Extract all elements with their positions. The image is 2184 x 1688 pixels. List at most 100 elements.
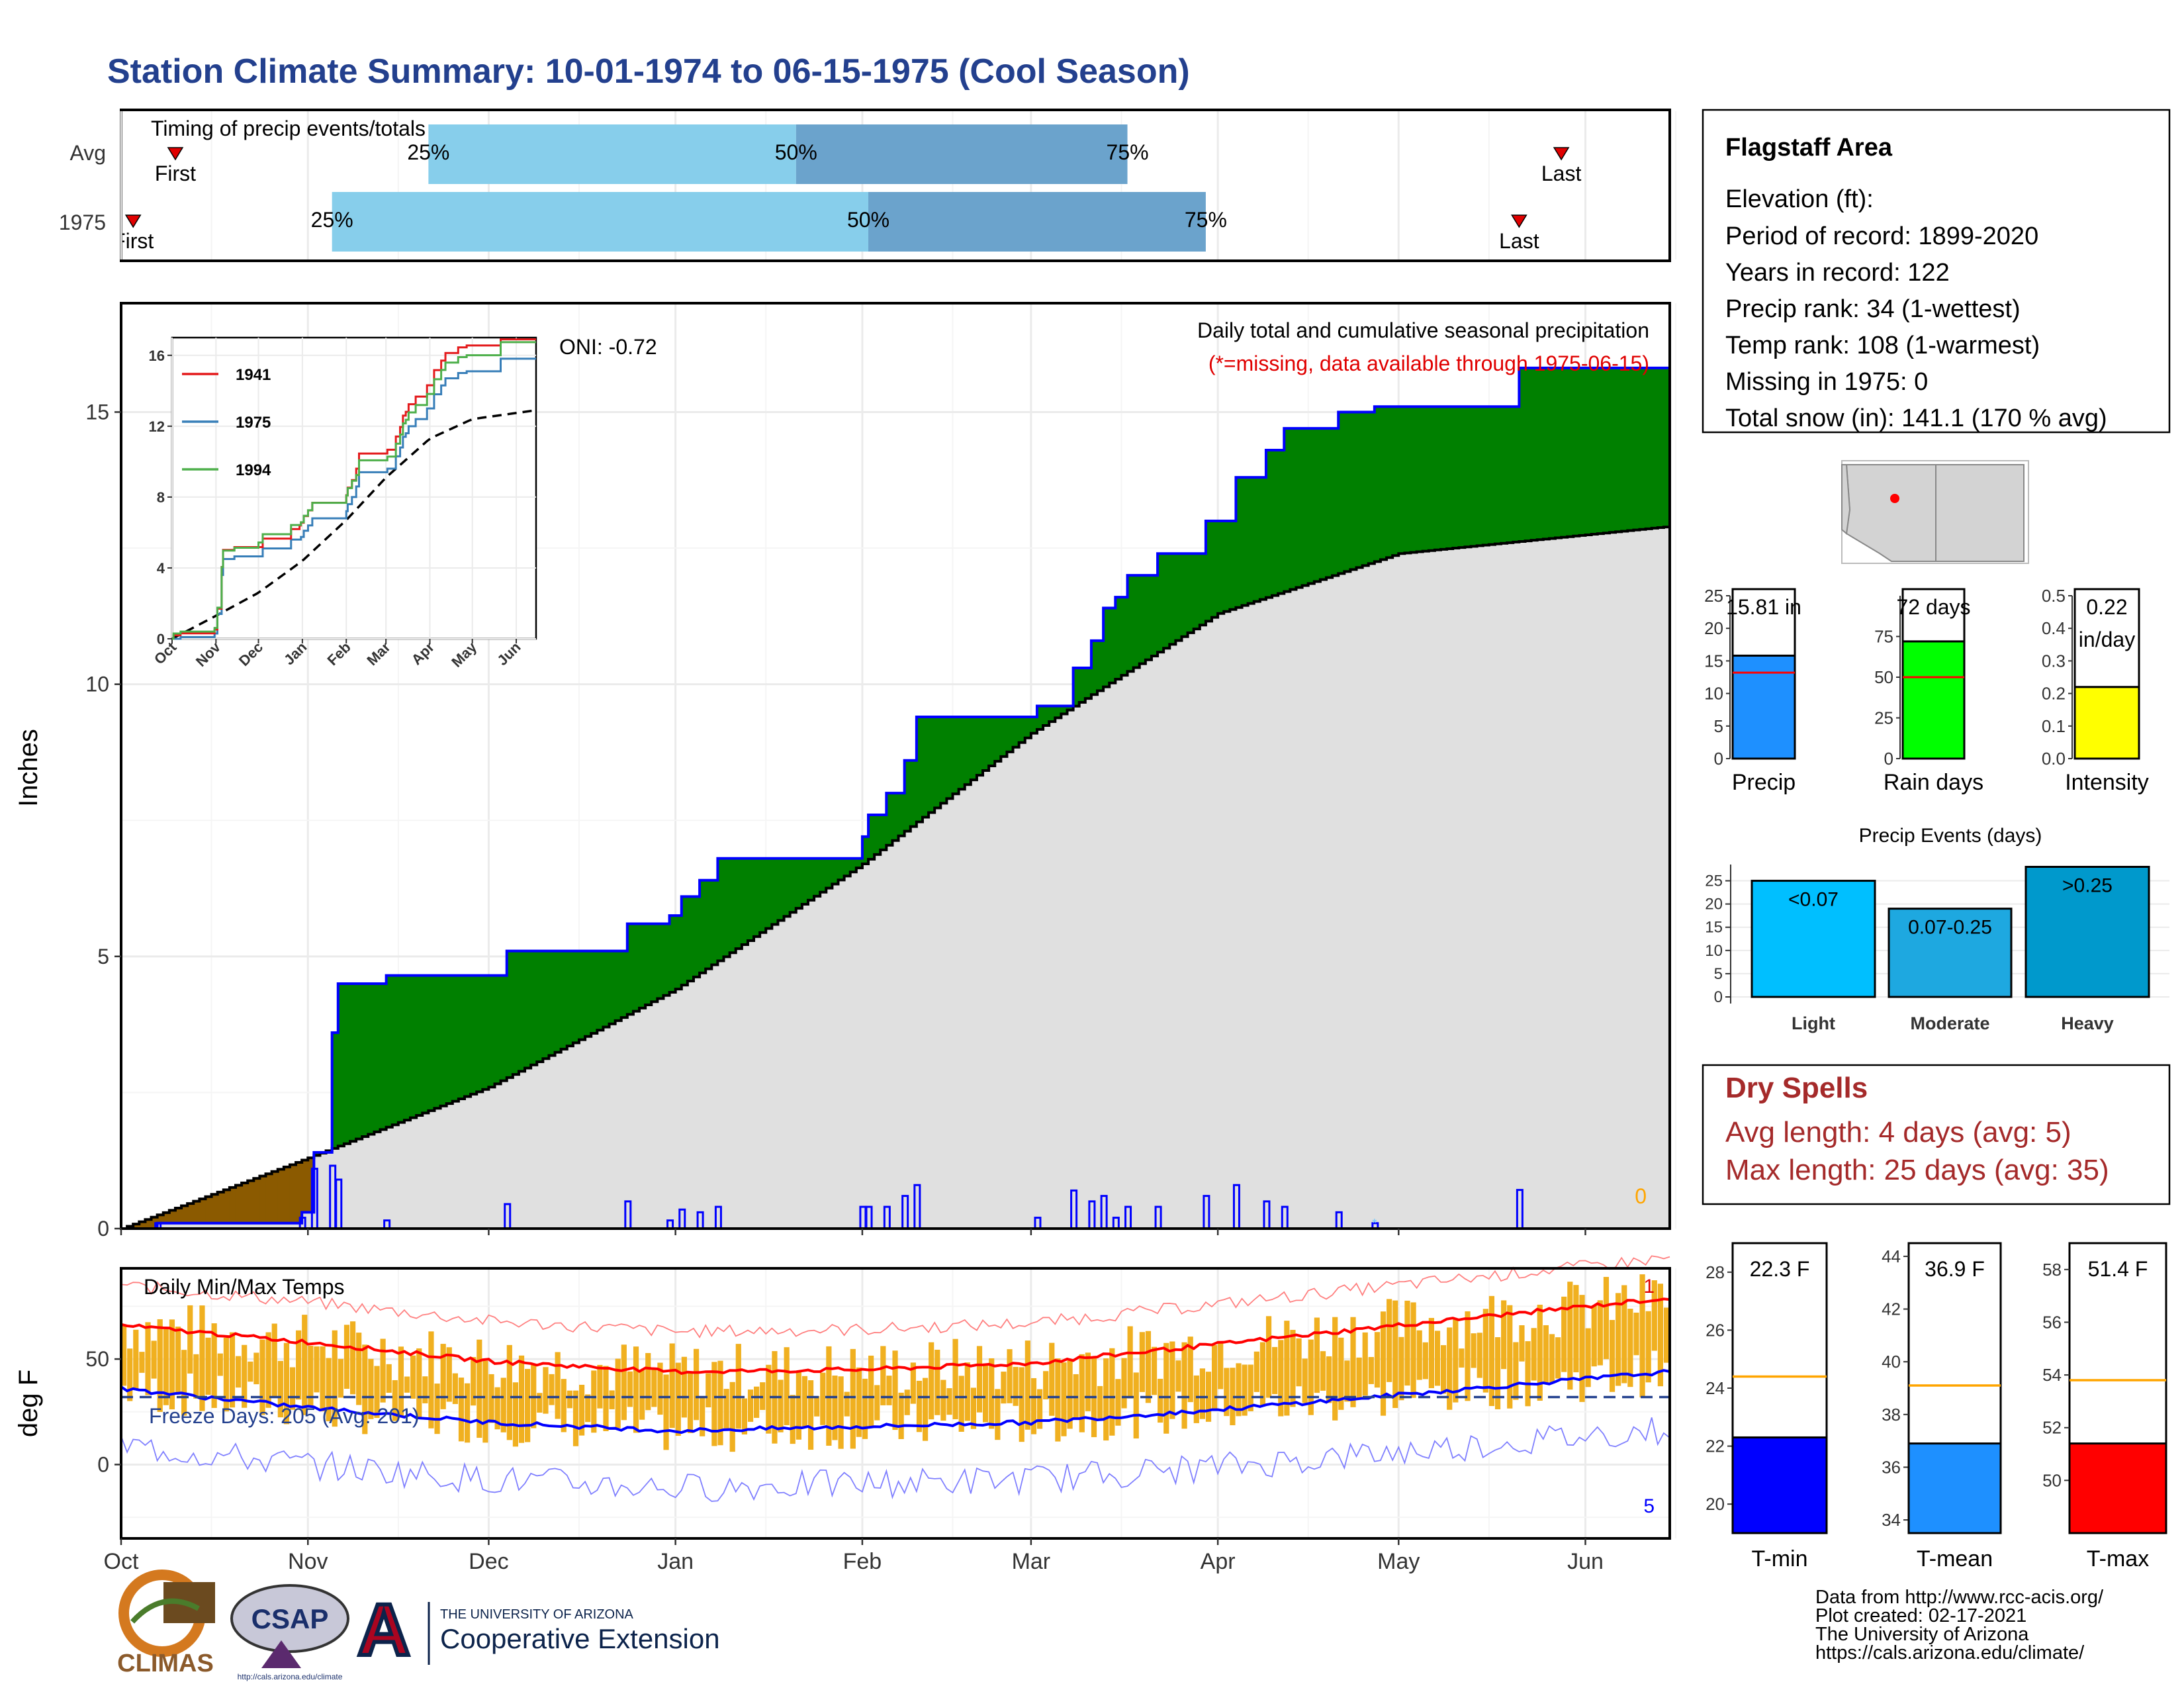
ua-letter: A	[357, 1589, 410, 1671]
daily-temp-bar	[1537, 1304, 1543, 1401]
daily-temp-bar	[145, 1322, 151, 1395]
daily-temp-bar	[1139, 1332, 1145, 1392]
mini-value-label: 0.22	[2086, 595, 2127, 619]
daily-temp-bar	[723, 1389, 729, 1429]
surplus-segment	[754, 858, 760, 937]
daily-temp-bar	[669, 1343, 675, 1429]
surplus-segment	[705, 880, 712, 969]
daily-temp-bar	[1230, 1368, 1236, 1426]
daily-temp-bar	[1187, 1336, 1193, 1403]
daily-temp-bar	[1597, 1300, 1603, 1366]
climas-logo-swoosh	[130, 1598, 200, 1624]
deficit-segment	[229, 1187, 236, 1223]
temp-normal-lines	[120, 1255, 1670, 1502]
dry-spells-title: Dry Spells	[1725, 1072, 1868, 1104]
surplus-segment	[1344, 412, 1351, 572]
mini-y-tick-label: 75	[1874, 627, 1893, 647]
daily-temp-bar	[1422, 1342, 1428, 1380]
daily-temp-bar	[525, 1368, 531, 1442]
surplus-segment	[477, 975, 483, 1092]
surplus-segment	[1272, 450, 1279, 596]
precip-legend-title: Daily total and cumulative seasonal prec…	[1197, 318, 1649, 342]
surplus-segment	[1621, 367, 1628, 532]
surplus-segment	[1308, 428, 1315, 584]
surplus-segment	[681, 896, 688, 986]
daily-temp-bar	[289, 1367, 296, 1410]
surplus-segment	[1663, 367, 1670, 528]
daily-temp-bar	[952, 1338, 958, 1419]
surplus-segment	[645, 923, 652, 1006]
daily-temp-bar	[1663, 1307, 1670, 1363]
daily-temp-bar	[832, 1376, 838, 1440]
surplus-segment	[1585, 367, 1592, 535]
timing-first-marker	[124, 214, 142, 228]
surplus-segment	[500, 975, 508, 1081]
surplus-segment	[741, 858, 749, 945]
inset-legend-label: 1975	[236, 414, 271, 432]
timing-bars: 25% 50% 75% First Last 25% 50% 75% First Last	[122, 124, 1581, 253]
daily-temp-bar	[1627, 1309, 1633, 1387]
daily-temp-bar	[1603, 1276, 1610, 1360]
daily-temp-bar	[651, 1368, 657, 1407]
daily-temp-bar	[416, 1348, 422, 1418]
daily-temp-bar	[1109, 1348, 1115, 1436]
daily-temp-bar	[1181, 1342, 1187, 1429]
surplus-segment	[332, 1032, 339, 1149]
daily-temp-bar	[615, 1358, 621, 1429]
normal-min-line	[120, 1369, 1670, 1434]
surplus-segment	[1645, 367, 1653, 529]
deficit-segment	[217, 1192, 224, 1223]
surplus-segment	[488, 975, 496, 1088]
surplus-segment	[1591, 367, 1598, 535]
daily-temp-bar	[549, 1374, 555, 1405]
surplus-segment	[874, 815, 881, 855]
daily-temp-bar	[1471, 1333, 1477, 1368]
surplus-segment	[1507, 406, 1514, 543]
daily-temp-bar	[1639, 1274, 1645, 1398]
daily-temp-bar	[1404, 1300, 1410, 1386]
daily-temp-bar	[512, 1382, 519, 1447]
surplus-segment	[723, 858, 731, 957]
daily-temp-bar	[320, 1346, 326, 1412]
daily-temp-bar	[157, 1319, 163, 1412]
daily-temp-bar	[133, 1329, 139, 1390]
daily-temp-bar	[1579, 1295, 1585, 1402]
daily-temp-bar	[964, 1362, 970, 1421]
timing-last-label: Last	[1499, 229, 1539, 253]
surplus-segment	[1109, 608, 1116, 683]
daily-temp-bar	[235, 1356, 242, 1388]
deficit-segment	[271, 1171, 279, 1223]
temp-bar-tick-label: 52	[2042, 1418, 2062, 1438]
daily-temp-bar	[627, 1371, 633, 1407]
daily-temp-bar	[1459, 1348, 1465, 1368]
daily-temp-bar	[1543, 1325, 1549, 1384]
daily-temp-bar	[1308, 1339, 1314, 1415]
surplus-segment	[747, 858, 754, 941]
daily-temp-bar	[1350, 1317, 1356, 1407]
month-tick-label: Oct	[104, 1549, 139, 1574]
daily-temp-bar	[488, 1374, 494, 1423]
daily-temp-bar	[494, 1387, 500, 1430]
daily-temp-bar	[1633, 1312, 1639, 1356]
daily-temp-bar	[1387, 1299, 1392, 1382]
surplus-segment	[729, 858, 737, 953]
ua-logo: A THE UNIVERSITY OF ARIZONA Cooperative …	[355, 1587, 719, 1673]
timing-bar-25-50	[332, 192, 869, 252]
mini-y-tick-label: 0.3	[2042, 651, 2066, 671]
surplus-segment	[446, 975, 453, 1104]
surplus-segment	[1139, 575, 1146, 664]
surplus-segment	[796, 858, 803, 909]
csap-text: CSAP	[251, 1603, 329, 1634]
daily-temp-bar	[1242, 1364, 1248, 1416]
surplus-segment	[537, 951, 543, 1062]
surplus-segment	[1145, 575, 1152, 660]
daily-temp-bar	[217, 1353, 223, 1376]
daily-temp-bar	[1374, 1332, 1381, 1388]
station-name: Flagstaff Area	[1725, 134, 1893, 162]
surplus-segment	[440, 975, 447, 1106]
surplus-segment	[1314, 428, 1321, 582]
daily-temp-bar	[603, 1366, 609, 1432]
daily-temp-bar	[1314, 1317, 1320, 1393]
freeze-days-label: Freeze Days: 205 (Avg: 201)	[149, 1404, 420, 1428]
